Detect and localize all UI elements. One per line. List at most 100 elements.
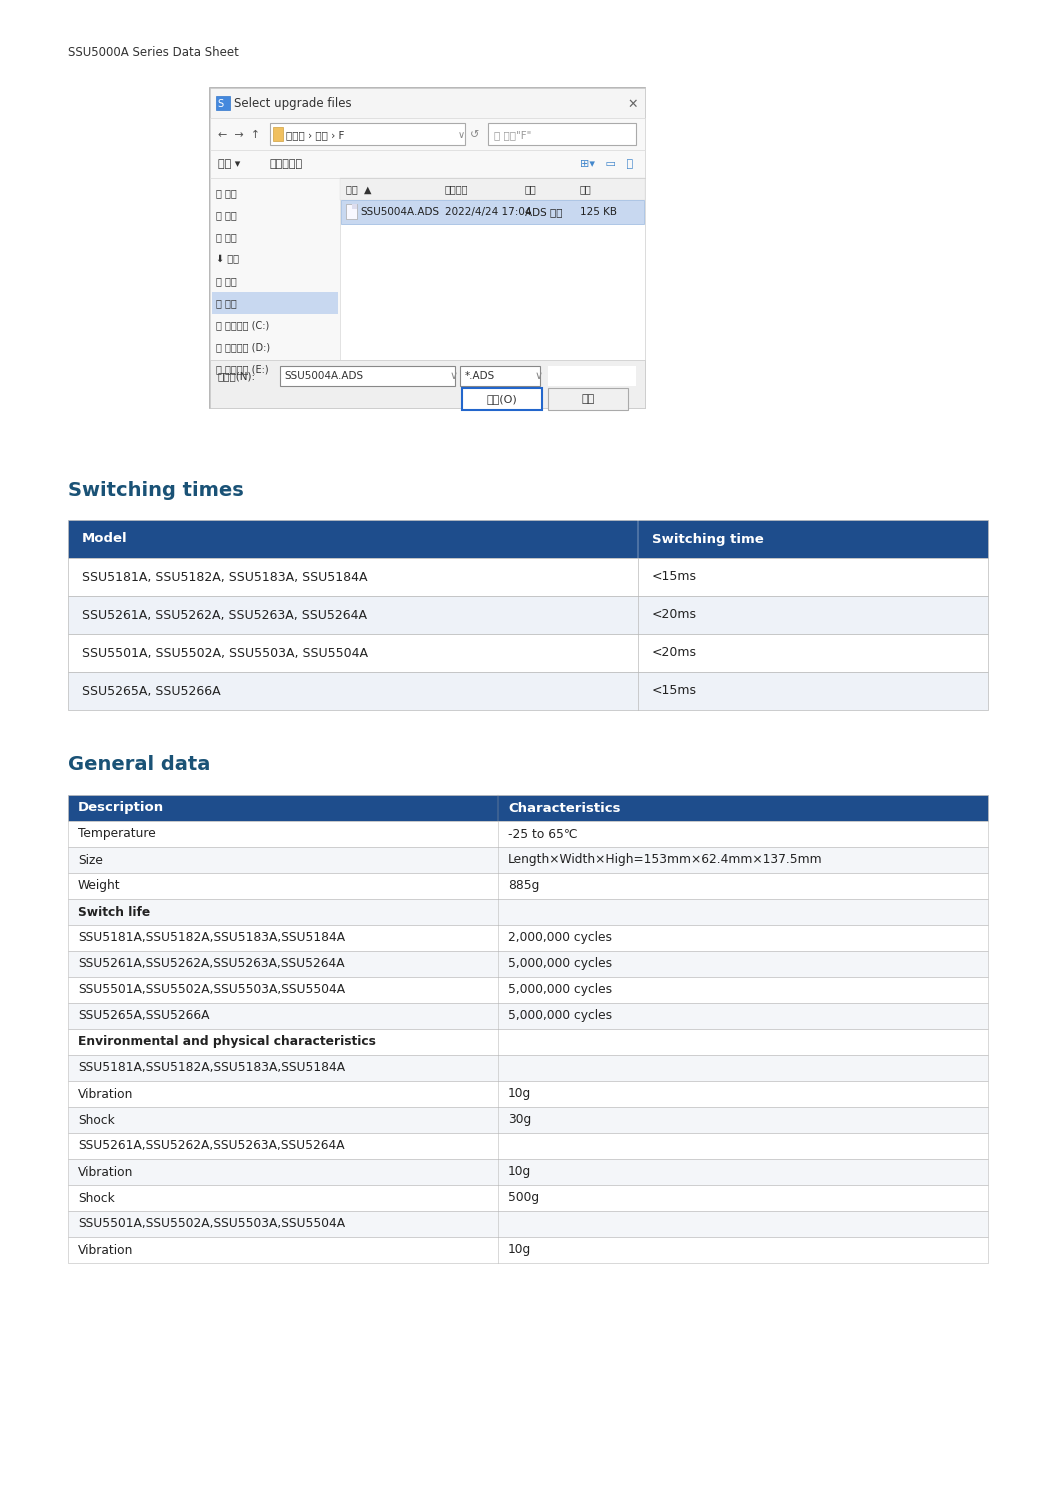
Text: <15ms: <15ms	[652, 685, 697, 698]
Bar	[340, 178, 644, 201]
Text: Environmental and physical characteristics: Environmental and physical characteristi…	[78, 1035, 376, 1049]
Bar	[68, 1029, 988, 1055]
Bar	[68, 634, 988, 673]
Bar	[210, 360, 644, 407]
Text: ∨: ∨	[458, 130, 465, 139]
Bar	[210, 178, 340, 360]
Text: SSU5261A,SSU5262A,SSU5263A,SSU5264A: SSU5261A,SSU5262A,SSU5263A,SSU5264A	[78, 1140, 344, 1152]
Text: Length×Width×High=153mm×62.4mm×137.5mm: Length×Width×High=153mm×62.4mm×137.5mm	[508, 854, 823, 866]
Text: SSU5501A, SSU5502A, SSU5503A, SSU5504A: SSU5501A, SSU5502A, SSU5503A, SSU5504A	[82, 647, 368, 659]
Text: SSU5501A,SSU5502A,SSU5503A,SSU5504A: SSU5501A,SSU5502A,SSU5503A,SSU5504A	[78, 1218, 346, 1230]
Text: 5,000,000 cycles: 5,000,000 cycles	[508, 1010, 612, 1023]
Bar	[68, 673, 988, 710]
Bar	[548, 388, 628, 410]
Text: General data: General data	[68, 755, 210, 774]
Text: 💻 本地磁盘 (C:): 💻 本地磁盘 (C:)	[216, 321, 269, 330]
Text: 500g: 500g	[508, 1191, 540, 1204]
Text: 大小: 大小	[580, 184, 591, 195]
Text: -25 to 65℃: -25 to 65℃	[508, 827, 578, 840]
Bar	[346, 204, 357, 219]
Bar	[68, 1082, 988, 1107]
Bar	[548, 366, 636, 386]
Bar	[68, 1210, 988, 1237]
Bar	[68, 951, 988, 977]
Bar	[462, 388, 542, 410]
Bar	[212, 292, 338, 315]
Bar	[273, 127, 283, 141]
Text: 🖥 桌面: 🖥 桌面	[216, 298, 236, 309]
Text: Model: Model	[82, 532, 127, 545]
Text: ✕: ✕	[628, 97, 638, 111]
Text: Weight: Weight	[78, 879, 121, 893]
Bar	[68, 924, 988, 951]
Text: 10g: 10g	[508, 1243, 531, 1257]
Bar	[68, 977, 988, 1004]
Text: SSU5501A,SSU5502A,SSU5503A,SSU5504A: SSU5501A,SSU5502A,SSU5503A,SSU5504A	[78, 984, 346, 996]
Bar	[270, 123, 465, 145]
Text: ⬇ 下载: ⬇ 下载	[216, 255, 238, 264]
Text: SSU5265A, SSU5266A: SSU5265A, SSU5266A	[82, 685, 220, 698]
Bar	[352, 204, 357, 210]
Text: Temperature: Temperature	[78, 827, 156, 840]
Bar	[210, 118, 644, 150]
Bar	[210, 88, 644, 407]
Text: SSU5004A.ADS: SSU5004A.ADS	[284, 372, 364, 380]
Text: 885g: 885g	[508, 879, 540, 893]
Bar	[210, 150, 644, 178]
Text: 📄 文档: 📄 文档	[216, 232, 236, 243]
Bar	[68, 821, 988, 846]
Text: ∨: ∨	[535, 372, 543, 380]
Text: ➖ 本地磁盘 (D:): ➖ 本地磁盘 (D:)	[216, 342, 270, 352]
Text: Switch life: Switch life	[78, 905, 151, 918]
Bar	[216, 96, 230, 109]
Bar	[68, 557, 988, 596]
Text: SSU5181A,SSU5182A,SSU5183A,SSU5184A: SSU5181A,SSU5182A,SSU5183A,SSU5184A	[78, 1062, 346, 1074]
Text: 🔍 搜索"F": 🔍 搜索"F"	[494, 130, 531, 139]
Text: 5,000,000 cycles: 5,000,000 cycles	[508, 957, 612, 971]
Bar	[68, 596, 988, 634]
Text: 10g: 10g	[508, 1165, 531, 1179]
Bar	[68, 899, 988, 924]
Text: 修改日期: 修改日期	[445, 184, 469, 195]
Text: SSU5265A,SSU5266A: SSU5265A,SSU5266A	[78, 1010, 210, 1023]
Text: *.ADS: *.ADS	[465, 372, 495, 380]
Bar	[280, 366, 455, 386]
Bar	[68, 873, 988, 899]
Bar	[68, 846, 988, 873]
Text: SSU5181A,SSU5182A,SSU5183A,SSU5184A: SSU5181A,SSU5182A,SSU5183A,SSU5184A	[78, 932, 346, 945]
Text: 文件名(N):: 文件名(N):	[218, 372, 257, 380]
Text: Select upgrade files: Select upgrade files	[234, 97, 352, 111]
Text: Shock: Shock	[78, 1191, 114, 1204]
Bar	[68, 795, 988, 821]
Text: 5,000,000 cycles: 5,000,000 cycles	[508, 984, 612, 996]
Text: 打开(O): 打开(O)	[487, 394, 517, 404]
Text: ➖ 本地磁盘 (E:): ➖ 本地磁盘 (E:)	[216, 364, 268, 374]
Text: <15ms: <15ms	[652, 571, 697, 584]
Text: Vibration: Vibration	[78, 1165, 134, 1179]
Text: 10g: 10g	[508, 1088, 531, 1101]
Bar	[488, 123, 636, 145]
Text: Switching times: Switching times	[68, 481, 244, 499]
Bar	[68, 1055, 988, 1082]
Text: <20ms: <20ms	[652, 608, 697, 622]
Bar	[68, 1159, 988, 1185]
Text: SSU5261A, SSU5262A, SSU5263A, SSU5264A: SSU5261A, SSU5262A, SSU5263A, SSU5264A	[82, 608, 367, 622]
Bar	[210, 88, 644, 118]
Text: ⊞▾   ▭   ❓: ⊞▾ ▭ ❓	[580, 159, 633, 169]
Text: <20ms: <20ms	[652, 647, 697, 659]
Text: Description: Description	[78, 801, 164, 815]
Bar	[68, 1107, 988, 1132]
Text: ∨: ∨	[450, 372, 458, 380]
Text: 组织 ▾: 组织 ▾	[218, 159, 241, 169]
Bar	[68, 1004, 988, 1029]
Text: ←  →  ↑: ← → ↑	[218, 130, 260, 139]
Text: 名称  ▲: 名称 ▲	[346, 184, 371, 195]
Text: S: S	[217, 99, 223, 109]
Text: 取消: 取消	[581, 394, 595, 404]
Text: ↺: ↺	[470, 130, 479, 139]
Text: 2,000,000 cycles: 2,000,000 cycles	[508, 932, 612, 945]
Bar	[68, 1132, 988, 1159]
Text: Vibration: Vibration	[78, 1243, 134, 1257]
Bar	[68, 1237, 988, 1263]
Bar	[460, 366, 540, 386]
